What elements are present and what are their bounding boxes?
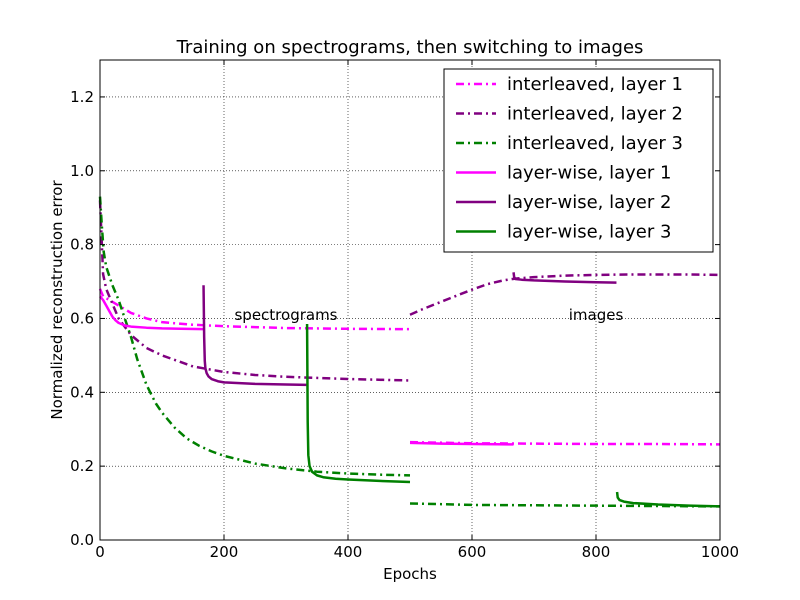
x-tick-label: 600 bbox=[458, 543, 487, 561]
y-tick-label: 0.8 bbox=[70, 236, 94, 254]
legend-entry-label: layer-wise, layer 2 bbox=[507, 192, 671, 213]
y-tick-label: 1.0 bbox=[70, 162, 94, 180]
series-line-2-segment-1 bbox=[98, 200, 411, 382]
series-line-1-segment-1 bbox=[98, 288, 411, 331]
plot-lines bbox=[98, 196, 721, 508]
legend-box bbox=[443, 68, 714, 253]
series-line-1-segment-2 bbox=[409, 440, 721, 446]
y-tick-label: 0.2 bbox=[70, 457, 94, 475]
y-tick-label: 0.6 bbox=[70, 309, 94, 327]
legend-entry-label: interleaved, layer 1 bbox=[507, 74, 683, 95]
x-tick-label: 400 bbox=[334, 543, 363, 561]
series-line-6-segment-1 bbox=[305, 323, 411, 484]
x-tick-label: 800 bbox=[582, 543, 611, 561]
x-axis-label: Epochs bbox=[383, 565, 437, 583]
legend: interleaved, layer 1 interleaved, layer 2… bbox=[443, 68, 714, 253]
axis-ticks: 0 200 400 600 800 1000 0.0 0.2 0.4 0.6 0.8 1.0 1.2 bbox=[70, 60, 739, 561]
x-tick-label: 200 bbox=[210, 543, 239, 561]
legend-entry-label: interleaved, layer 2 bbox=[507, 104, 683, 125]
y-tick-label: 1.2 bbox=[70, 88, 94, 106]
y-axis-label: Normalized reconstruction error bbox=[48, 180, 66, 420]
series-line-6-segment-2 bbox=[615, 491, 721, 508]
series-line-5-segment-2 bbox=[512, 272, 617, 284]
annotation-label: spectrograms bbox=[234, 306, 337, 324]
legend-entry-label: layer-wise, layer 3 bbox=[507, 222, 671, 243]
legend-entry-label: interleaved, layer 3 bbox=[507, 133, 683, 154]
chart-title: Training on spectrograms, then switching… bbox=[176, 37, 644, 58]
annotation-label: images bbox=[569, 306, 624, 324]
series-line-4-segment-1 bbox=[99, 295, 204, 331]
legend-entry-label: layer-wise, layer 1 bbox=[507, 163, 671, 184]
annotations: spectrograms images bbox=[234, 306, 623, 324]
y-tick-label: 0.0 bbox=[70, 531, 94, 549]
x-tick-label: 0 bbox=[95, 543, 105, 561]
y-tick-label: 0.4 bbox=[70, 383, 94, 401]
axes-frame bbox=[99, 59, 721, 541]
series-line-4-segment-2 bbox=[409, 441, 514, 446]
series-line-3-segment-2 bbox=[409, 502, 721, 508]
x-tick-label: 1000 bbox=[701, 543, 739, 561]
series-line-5-segment-1 bbox=[202, 285, 307, 387]
